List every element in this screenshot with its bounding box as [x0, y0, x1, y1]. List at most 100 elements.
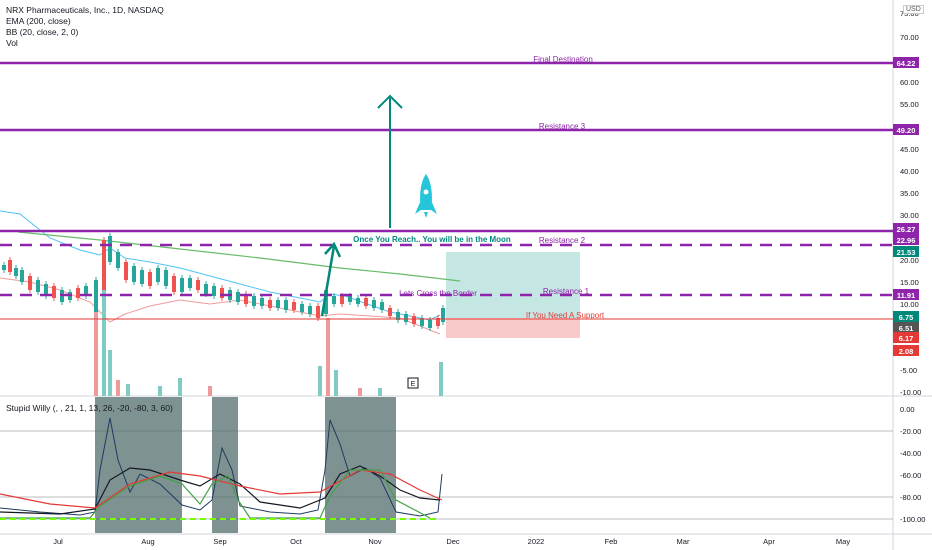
y-tick-label: 70.00: [900, 33, 919, 42]
candle-body: [356, 298, 360, 304]
y-tick-label: -10.00: [900, 388, 921, 397]
chart-legend: NRX Pharmaceuticals, Inc., 1D, NASDAQ EM…: [6, 5, 164, 49]
y-tick-label: -5.00: [900, 366, 917, 375]
candle-body: [44, 284, 48, 296]
candle-body: [364, 298, 368, 306]
price-label: 26.27: [897, 225, 916, 234]
candle-body: [268, 300, 272, 308]
rocket-fin: [415, 200, 421, 214]
price-label: 2.08: [899, 347, 914, 356]
candle-body: [428, 320, 432, 328]
y-tick-label: 55.00: [900, 100, 919, 109]
candle-body: [148, 272, 152, 286]
volume-bar: [158, 386, 162, 396]
candle-body: [20, 270, 24, 282]
level-label: If You Need A Support: [526, 311, 605, 320]
stop-zone: [446, 318, 580, 338]
candle-body: [244, 294, 248, 304]
osc-y-tick-label: -60.00: [900, 471, 921, 480]
candle-body: [116, 252, 120, 268]
price-label: 21.53: [897, 248, 916, 257]
candle-body: [436, 318, 440, 326]
volume-bar: [94, 312, 98, 396]
volume-bar: [326, 318, 330, 396]
volume-bar: [358, 388, 362, 396]
candle-body: [380, 302, 384, 310]
currency-label[interactable]: USD: [903, 5, 924, 14]
indicator-bb[interactable]: BB (20, close, 2, 0): [6, 27, 79, 37]
signal-zone: [325, 397, 396, 533]
y-tick-label: 45.00: [900, 145, 919, 154]
price-badge: [893, 234, 919, 245]
candle-body: [188, 278, 192, 288]
rocket-icon: [415, 174, 437, 218]
candle-body: [132, 266, 136, 282]
candle-body: [348, 296, 352, 302]
candle-body: [396, 312, 400, 320]
y-tick-label: 40.00: [900, 167, 919, 176]
candle-body: [76, 288, 80, 298]
arrow-head: [324, 241, 342, 258]
indicator-vol[interactable]: Vol: [6, 38, 18, 48]
candle-body: [180, 278, 184, 292]
price-badge: [893, 246, 919, 257]
candle-body: [164, 270, 168, 286]
volume-bar: [108, 350, 112, 396]
candle-body: [204, 284, 208, 294]
x-tick-label: May: [836, 537, 850, 546]
candle-body: [412, 316, 416, 324]
candle-body: [94, 280, 98, 312]
candle-body: [316, 306, 320, 318]
price-badge: [893, 311, 919, 322]
candle-body: [292, 302, 296, 310]
candle-body: [140, 270, 144, 284]
price-label: 64.22: [897, 59, 916, 68]
oscillator-title[interactable]: Stupid Willy (, , 21, 1, 13, 26, -20, -8…: [6, 403, 173, 413]
candle-body: [84, 286, 88, 296]
level-label: Resistance 1: [543, 287, 590, 296]
osc-y-tick-label: -40.00: [900, 449, 921, 458]
candle-body: [102, 240, 106, 290]
target-zone: [446, 252, 580, 318]
candle-body: [404, 314, 408, 322]
osc-y-tick-label: -20.00: [900, 427, 921, 436]
volume-bar: [378, 388, 382, 396]
candle-body: [252, 296, 256, 306]
y-tick-label: 35.00: [900, 189, 919, 198]
price-badge: [893, 124, 919, 135]
candle-body: [124, 262, 128, 280]
candle-body: [14, 268, 18, 276]
arrow-up-small: [320, 245, 336, 317]
volume-bar: [208, 386, 212, 396]
price-label: 22.96: [897, 236, 916, 245]
candle-body: [276, 300, 280, 308]
price-label: 11.91: [897, 291, 915, 300]
price-badge: [893, 345, 919, 356]
candle-body: [420, 318, 424, 326]
volume-bar: [102, 290, 106, 396]
x-tick-label: Feb: [605, 537, 618, 546]
x-tick-label: Mar: [677, 537, 690, 546]
symbol-title[interactable]: NRX Pharmaceuticals, Inc., 1D, NASDAQ: [6, 5, 164, 15]
candle-body: [220, 288, 224, 298]
osc-slow-line: [0, 469, 443, 509]
price-label: 6.17: [899, 334, 914, 343]
candle-body: [8, 260, 12, 272]
x-tick-label: Jul: [53, 537, 63, 546]
candle-body: [284, 300, 288, 310]
x-tick-label: Dec: [446, 537, 460, 546]
indicator-ema[interactable]: EMA (200, close): [6, 16, 71, 26]
candle-body: [156, 268, 160, 282]
candle-body: [212, 286, 216, 296]
rocket-fin: [431, 200, 437, 214]
candle-body: [172, 276, 176, 292]
x-tick-label: 2022: [528, 537, 545, 546]
candle-body: [324, 290, 328, 314]
volume-bar: [334, 370, 338, 396]
annotation-moon: Once You Reach.. You will be in the Moon: [353, 235, 511, 244]
rocket-flame: [424, 212, 428, 218]
osc-y-tick-label: -100.00: [900, 515, 925, 524]
earnings-marker: E: [411, 381, 416, 388]
